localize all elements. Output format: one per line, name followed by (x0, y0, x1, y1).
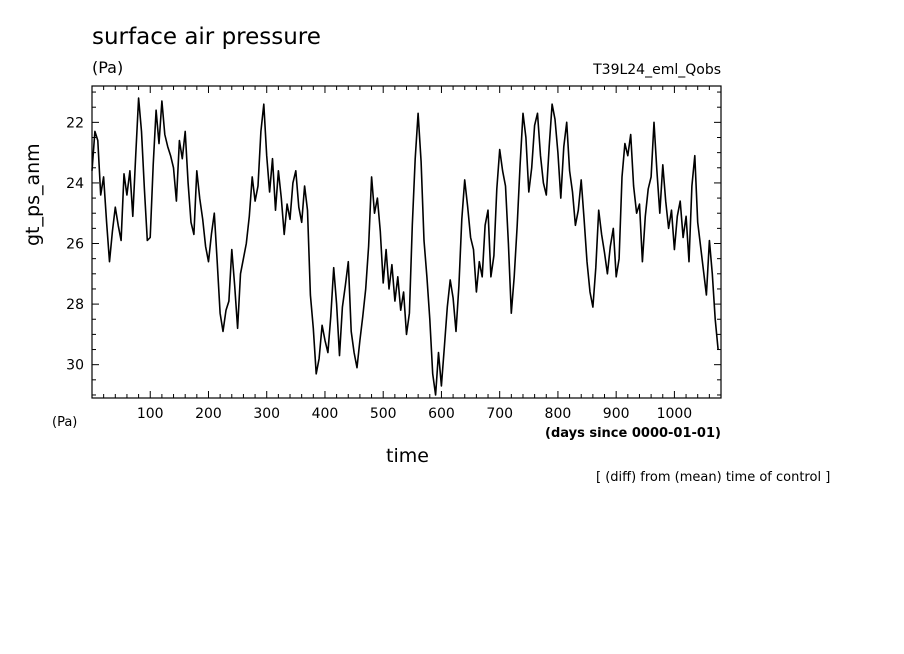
x-tick-label: 500 (370, 406, 397, 422)
y-tick-label: 28 (66, 297, 84, 313)
unit-label-top: (Pa) (92, 58, 124, 77)
y-tick-label: 26 (66, 237, 84, 253)
x-tick-label: 700 (486, 406, 513, 422)
x-tick-label: 600 (428, 406, 455, 422)
x-tick-label: 400 (312, 406, 339, 422)
plot-frame (91, 85, 722, 399)
tick-labels: 100 200 300 400 500 600 700 800 900 1000 22 24 26 28 3… (66, 115, 692, 422)
x-tick-label: 200 (195, 406, 222, 422)
y-tick-label: 22 (66, 115, 84, 131)
x-tick-label: 1000 (657, 406, 693, 422)
diff-note: [ (diff) from (mean) time of control ] (596, 470, 831, 485)
series-line (91, 97, 719, 396)
x-axis-unit: (days since 0000-01-01) (545, 426, 721, 441)
x-tick-label: 300 (253, 406, 280, 422)
axis-ticks (92, 86, 722, 398)
y-tick-label: 30 (66, 358, 84, 374)
unit-label-bottom: (Pa) (52, 415, 78, 430)
x-axis-label: time (386, 445, 429, 467)
y-tick-label: 24 (66, 176, 84, 192)
chart-title: surface air pressure (92, 24, 321, 50)
x-tick-label: 900 (603, 406, 630, 422)
experiment-name: T39L24_eml_Qobs (593, 62, 721, 78)
x-tick-label: 100 (137, 406, 164, 422)
x-tick-label: 800 (545, 406, 572, 422)
